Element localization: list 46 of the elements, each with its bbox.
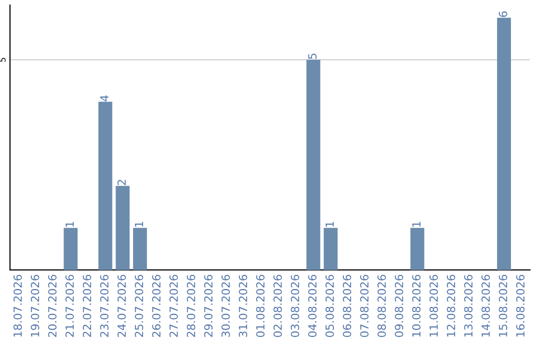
data-label: 1 (66, 222, 74, 227)
data-label: 2 (117, 180, 126, 186)
x-tick-label: 02.08.2026 (273, 274, 282, 338)
x-tick-label: 27.07.2026 (169, 274, 178, 337)
x-tick-label: 10.08.2026 (412, 274, 421, 337)
x-tick-label: 07.08.2026 (360, 274, 369, 338)
x-tick-label: 08.08.2026 (377, 274, 386, 338)
x-tick-label: 25.07.2026 (134, 274, 144, 337)
x-tick-label: 21.07.2026 (65, 274, 74, 337)
x-tick-label: 05.08.2026 (325, 274, 334, 338)
bar (410, 228, 424, 270)
x-tick-label: 01.08.2026 (256, 274, 265, 338)
data-label: 5 (308, 54, 317, 59)
data-label: 1 (412, 222, 420, 227)
x-tick-label: 13.08.2026 (464, 274, 473, 337)
x-tick-label: 04.08.2026 (308, 274, 317, 338)
x-tick-label: 31.07.2026 (238, 274, 248, 337)
x-tick-label: 06.08.2026 (342, 274, 352, 338)
bar (133, 228, 147, 270)
data-label: 1 (134, 222, 144, 227)
x-tick-label: 03.08.2026 (290, 274, 300, 338)
x-tick-label: 29.07.2026 (204, 274, 213, 337)
x-tick-label: 14.08.2026 (481, 274, 490, 337)
bar (497, 18, 511, 270)
x-tick-label: 20.07.2026 (48, 274, 57, 337)
bar (324, 228, 338, 270)
x-tick-label: 30.07.2026 (221, 274, 230, 337)
bar (64, 228, 78, 270)
x-tick-label: 16.08.2026 (516, 274, 525, 337)
x-tick-label: 09.08.2026 (394, 274, 404, 338)
x-tick-label: 15.08.2026 (498, 274, 508, 337)
x-tick-label: 22.07.2026 (82, 274, 92, 337)
x-tick-label: 23.07.2026 (100, 274, 109, 337)
x-tick-label: 19.07.2026 (30, 274, 40, 337)
x-tick-label: 26.07.2026 (152, 274, 161, 337)
x-tick-label: 18.07.2026 (13, 274, 22, 337)
x-tick-label: 24.07.2026 (117, 274, 126, 337)
bar (116, 186, 130, 270)
data-label: 1 (326, 222, 334, 227)
x-tick-label: 12.08.2026 (446, 274, 456, 337)
data-label: 4 (100, 95, 108, 102)
bar (306, 60, 320, 270)
x-tick-label: 11.08.2026 (429, 274, 438, 337)
bar (98, 102, 112, 270)
data-label: 6 (498, 11, 508, 17)
x-tick-label: 28.07.2026 (186, 274, 196, 337)
